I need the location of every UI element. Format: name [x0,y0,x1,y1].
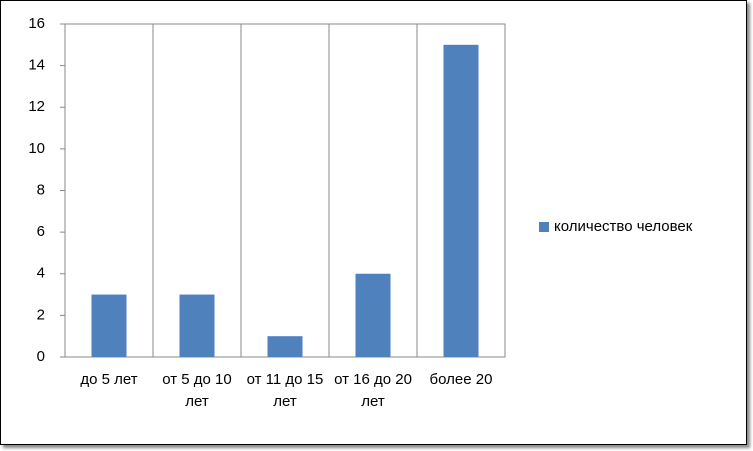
y-tick-label: 6 [37,223,45,240]
x-tick-label: от 11 до 15 лет [246,371,324,410]
y-tick-label: 10 [28,140,45,157]
bar [179,294,215,357]
y-tick-label: 16 [28,15,45,32]
y-tick-label: 4 [37,265,45,282]
bar [91,294,127,357]
x-tick-label: до 5 лет [80,371,138,388]
x-tick-label: от 5 до 10 лет [162,371,232,410]
plot-area [64,23,506,358]
legend-swatch [539,222,549,232]
y-tick-label: 0 [37,348,45,365]
bar [267,336,303,357]
y-tick-label: 14 [28,57,45,74]
x-tick-label: от 16 до 20 лет [334,371,412,410]
y-tick-label: 2 [37,306,45,323]
bar [355,273,391,357]
y-tick-label: 8 [37,181,45,198]
legend-label: количество человек [554,218,693,235]
y-tick-label: 12 [28,98,45,115]
chart: 0 2 4 6 8 10 12 14 16 количество человек до 5 лет… [0,0,747,445]
chart-svg: 0 2 4 6 8 10 12 14 16 количество человек [28,15,693,365]
bar [443,44,479,357]
x-tick-label: более 20 [429,371,493,388]
